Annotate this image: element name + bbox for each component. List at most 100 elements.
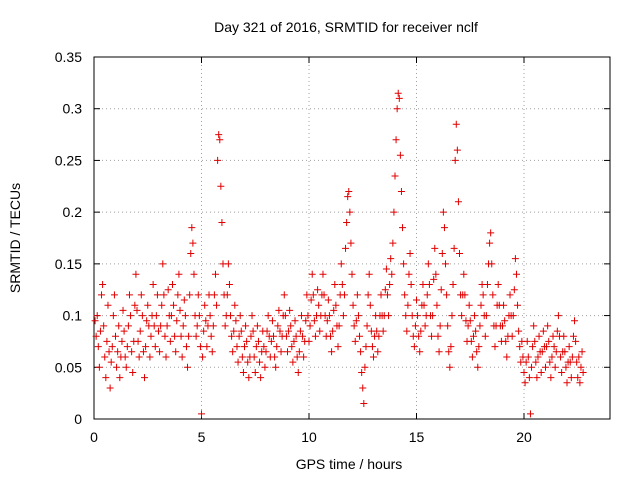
data-point <box>264 312 272 320</box>
data-point <box>188 224 196 232</box>
data-point <box>245 374 253 382</box>
y-tick-label: 0 <box>74 411 82 427</box>
data-point <box>465 301 473 309</box>
data-point <box>109 312 117 320</box>
data-point <box>263 327 271 335</box>
data-point <box>186 291 194 299</box>
data-point <box>511 255 519 263</box>
data-point <box>476 322 484 330</box>
data-point <box>101 353 109 361</box>
data-point <box>342 244 350 252</box>
data-point <box>273 343 281 351</box>
data-point <box>421 322 429 330</box>
data-point <box>397 187 405 195</box>
data-point <box>287 322 295 330</box>
data-point <box>102 374 110 382</box>
data-point <box>199 353 207 361</box>
data-point <box>395 94 403 102</box>
data-point <box>557 353 565 361</box>
data-point <box>483 281 491 289</box>
x-tick-label: 20 <box>516 429 532 445</box>
data-point <box>159 260 167 268</box>
data-point <box>516 343 524 351</box>
data-point <box>150 322 158 330</box>
data-point <box>561 348 569 356</box>
data-point <box>454 198 462 206</box>
data-point <box>124 322 132 330</box>
data-point <box>487 229 495 237</box>
data-point <box>339 312 347 320</box>
data-point <box>310 317 318 325</box>
data-point <box>508 332 516 340</box>
data-point <box>402 312 410 320</box>
data-point <box>466 317 474 325</box>
data-point <box>190 270 198 278</box>
chart-title: Day 321 of 2016, SRMTID for receiver ncl… <box>214 19 478 35</box>
data-point <box>572 337 580 345</box>
data-point <box>292 332 300 340</box>
data-point <box>137 291 145 299</box>
data-point <box>576 379 584 387</box>
data-point <box>474 363 482 371</box>
data-point <box>547 374 555 382</box>
data-point <box>131 301 139 309</box>
data-point <box>357 348 365 356</box>
data-point <box>413 296 420 304</box>
data-point <box>525 374 533 382</box>
data-point <box>162 353 170 361</box>
data-point <box>546 358 554 366</box>
data-point <box>458 312 466 320</box>
data-point <box>450 244 458 252</box>
data-point <box>248 312 256 320</box>
data-point <box>256 358 264 366</box>
data-point <box>194 291 202 299</box>
data-point <box>562 363 570 371</box>
data-point <box>271 353 279 361</box>
x-tick-label: 5 <box>198 429 206 445</box>
data-point <box>563 379 571 387</box>
data-point <box>172 348 180 356</box>
data-point <box>138 312 146 320</box>
data-point <box>147 332 155 340</box>
data-point <box>133 306 141 314</box>
data-point <box>437 286 445 294</box>
data-point <box>569 332 577 340</box>
data-point <box>221 322 229 330</box>
data-point <box>306 322 314 330</box>
data-point <box>252 343 260 351</box>
y-tick-label: 0.2 <box>63 204 83 220</box>
data-point <box>227 312 235 320</box>
data-point <box>515 327 523 335</box>
data-point <box>423 291 431 299</box>
data-point <box>537 368 545 376</box>
data-point <box>103 337 111 345</box>
data-point <box>558 368 566 376</box>
data-point <box>535 332 543 340</box>
data-point <box>108 343 116 351</box>
data-point <box>453 146 461 154</box>
data-point <box>307 296 315 304</box>
data-point <box>566 358 574 366</box>
data-point <box>370 353 377 361</box>
data-point <box>399 224 407 232</box>
data-point <box>309 291 317 299</box>
data-point <box>500 301 508 309</box>
data-point <box>510 286 518 294</box>
data-point <box>122 363 130 371</box>
data-point <box>195 312 203 320</box>
data-point <box>224 260 232 268</box>
data-point <box>486 239 494 247</box>
data-point <box>182 343 190 351</box>
data-point <box>543 343 551 351</box>
data-point <box>285 327 293 335</box>
data-point <box>526 410 534 418</box>
data-point <box>237 327 245 335</box>
data-point <box>320 291 328 299</box>
data-point <box>135 353 143 361</box>
data-point <box>411 322 419 330</box>
data-point <box>449 281 457 289</box>
data-point <box>94 343 102 351</box>
data-point <box>275 306 283 314</box>
data-point <box>98 291 106 299</box>
y-tick-label: 0.3 <box>63 101 83 117</box>
